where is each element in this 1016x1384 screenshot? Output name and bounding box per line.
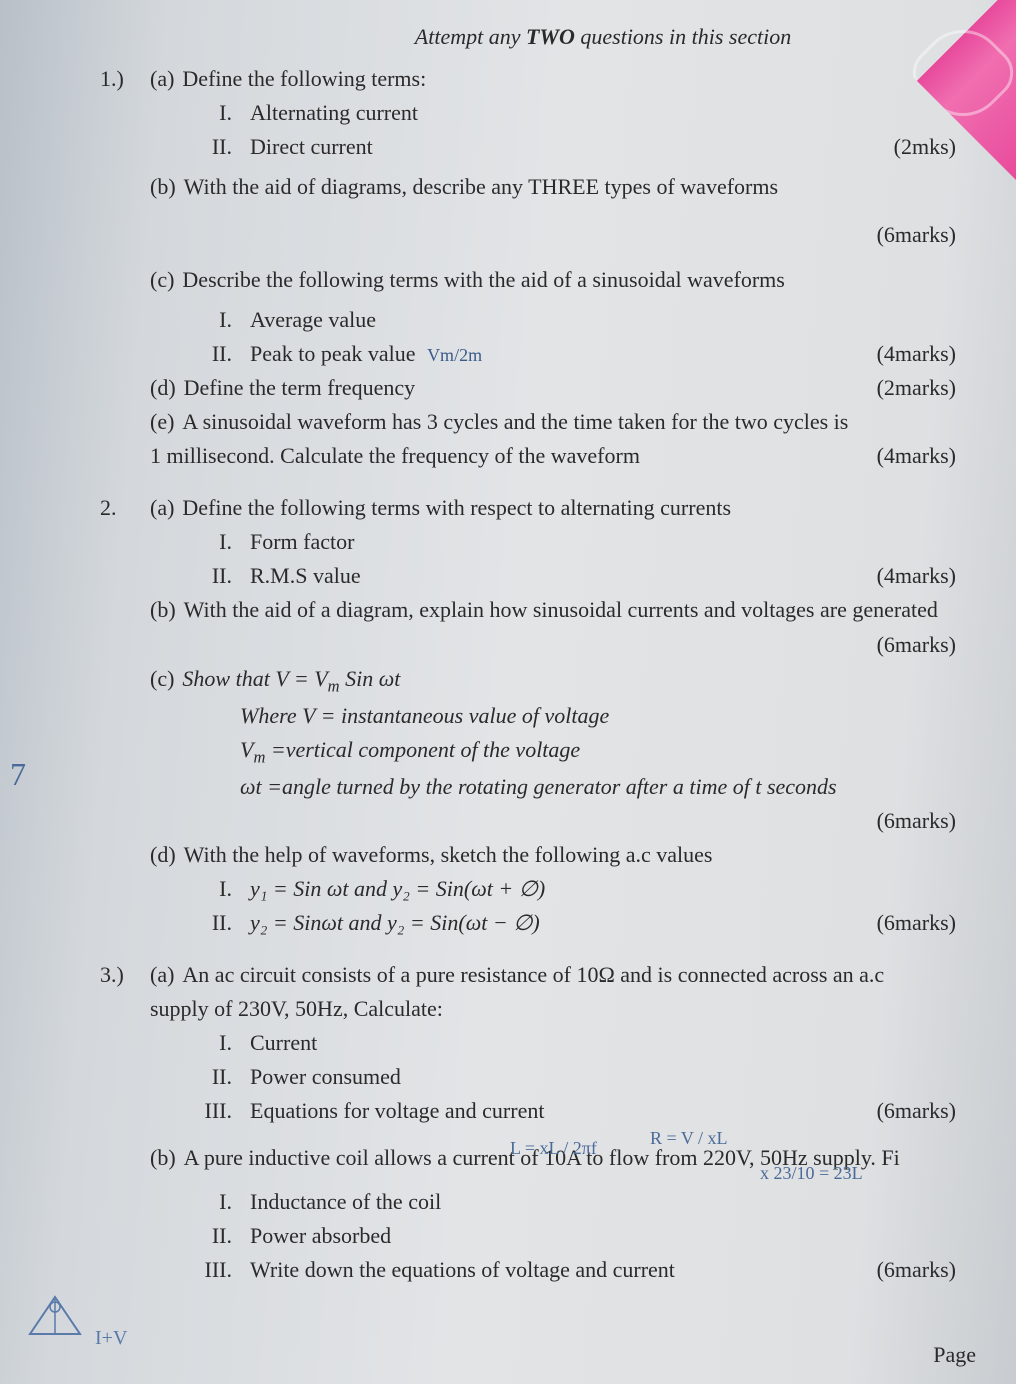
q1a-text: Define the following terms: (182, 62, 426, 96)
q3-number: 3.) (100, 958, 150, 992)
q1e-line2: 1 millisecond. Calculate the frequency o… (150, 439, 877, 473)
exam-page: Attempt any TWO questions in this sectio… (0, 0, 1016, 1384)
q2c-eq: Show that V = Vm Sin ωt (182, 662, 400, 699)
q3a-iii-text: Equations for voltage and current (250, 1094, 877, 1128)
q3b-iii-text: Write down the equations of voltage and … (250, 1253, 877, 1287)
q2a-i-num: I. (190, 525, 250, 559)
q1d-marks: (2marks) (877, 371, 986, 405)
q2d-ii-num: II. (190, 906, 250, 940)
q2a-label: (a) (150, 491, 174, 525)
q3b-ii-num: II. (190, 1219, 250, 1253)
q3a-line1: An ac circuit consists of a pure resista… (182, 958, 884, 992)
page-footer-label: Page (933, 1338, 976, 1372)
q3b-ii-text: Power absorbed (250, 1219, 986, 1253)
q2b-label: (b) (150, 593, 176, 627)
q1a-ii-text: Direct current (250, 130, 894, 164)
q3b-iii-num: III. (190, 1253, 250, 1287)
q2d-i-text: y₁ = Sin ωt and y₂ = Sin(ωt + ∅) (250, 872, 986, 906)
q1e-label: (e) (150, 405, 174, 439)
q2a-marks: (4marks) (877, 559, 986, 593)
question-1: 1.) (a) Define the following terms: I. A… (100, 62, 986, 473)
q2d-i-num: I. (190, 872, 250, 906)
q1a-ii-num: II. (190, 130, 250, 164)
handwritten-R-formula: R = V / xL (650, 1125, 728, 1153)
q1c-ii-num: II. (190, 337, 250, 371)
q1c-i-num: I. (190, 303, 250, 337)
q3a-i-num: I. (190, 1026, 250, 1060)
q1c-i-text: Average value (250, 303, 986, 337)
q2a-text: Define the following terms with respect … (182, 491, 731, 525)
q1-number: 1.) (100, 62, 150, 96)
q2b-marks: (6marks) (150, 628, 986, 662)
q2-number: 2. (100, 491, 150, 525)
q2d-ii-text: y₂ = Sinωt and y₂ = Sin(ωt − ∅) (250, 906, 877, 940)
handwritten-fraction: x 23/10 = 23L (760, 1160, 863, 1188)
q1e-marks: (4marks) (877, 439, 986, 473)
sketch-triangle-icon (20, 1289, 90, 1344)
q1d-label: (d) (150, 371, 176, 405)
handwritten-L-formula: L = xL / 2πf (510, 1135, 597, 1163)
instruction-suffix: questions in this section (575, 24, 791, 49)
q3b-i-text: Inductance of the coil (250, 1185, 986, 1219)
q2c-marks: (6marks) (150, 804, 986, 838)
q1b-text: With the aid of diagrams, describe any T… (184, 170, 778, 204)
q1c-ii-text: Peak to peak value (250, 341, 416, 366)
q1e-line1: A sinusoidal waveform has 3 cycles and t… (182, 405, 848, 439)
q2c-where3: ωt =angle turned by the rotating generat… (150, 770, 986, 804)
question-3: 3.) (a) An ac circuit consists of a pure… (100, 958, 986, 1287)
q2d-label: (d) (150, 838, 176, 872)
q3a-label: (a) (150, 958, 174, 992)
margin-annotation-7: 7 (10, 750, 26, 800)
q1a-i-num: I. (190, 96, 250, 130)
q1c-ii-annotation: Vm/2m (427, 345, 482, 365)
handwritten-bottom-sketch: I+V (20, 1289, 127, 1354)
q1a-label: (a) (150, 62, 174, 96)
question-2: 2. (a) Define the following terms with r… (100, 491, 986, 940)
q1c-marks: (4marks) (877, 337, 986, 371)
q3a-marks: (6marks) (877, 1094, 986, 1128)
q2a-ii-text: R.M.S value (250, 559, 877, 593)
q1c-label: (c) (150, 263, 174, 297)
q2a-i-text: Form factor (250, 525, 986, 559)
q3a-line2: supply of 230V, 50Hz, Calculate: (150, 992, 986, 1026)
q2d-marks: (6marks) (877, 906, 986, 940)
q1b-label: (b) (150, 170, 176, 204)
q3b-i-num: I. (190, 1185, 250, 1219)
q2c-where2: Vm =vertical component of the voltage (150, 733, 986, 770)
instruction-bold: TWO (526, 24, 575, 49)
q2d-text: With the help of waveforms, sketch the f… (184, 838, 713, 872)
q3b-label: (b) (150, 1141, 176, 1175)
q2b-text: With the aid of a diagram, explain how s… (184, 593, 938, 627)
instruction-prefix: Attempt any (415, 24, 526, 49)
q3a-ii-text: Power consumed (250, 1060, 986, 1094)
q2a-ii-num: II. (190, 559, 250, 593)
q3a-iii-num: III. (190, 1094, 250, 1128)
q1c-text: Describe the following terms with the ai… (182, 263, 784, 297)
q3b-marks: (6marks) (877, 1253, 986, 1287)
q1a-i-text: Alternating current (250, 96, 986, 130)
q3a-ii-num: II. (190, 1060, 250, 1094)
q2c-label: (c) (150, 662, 174, 696)
q2c-where1: Where V = instantaneous value of voltage (150, 699, 986, 733)
q3a-i-text: Current (250, 1026, 986, 1060)
q1d-text: Define the term frequency (184, 371, 416, 405)
q1b-marks: (6marks) (150, 218, 986, 252)
